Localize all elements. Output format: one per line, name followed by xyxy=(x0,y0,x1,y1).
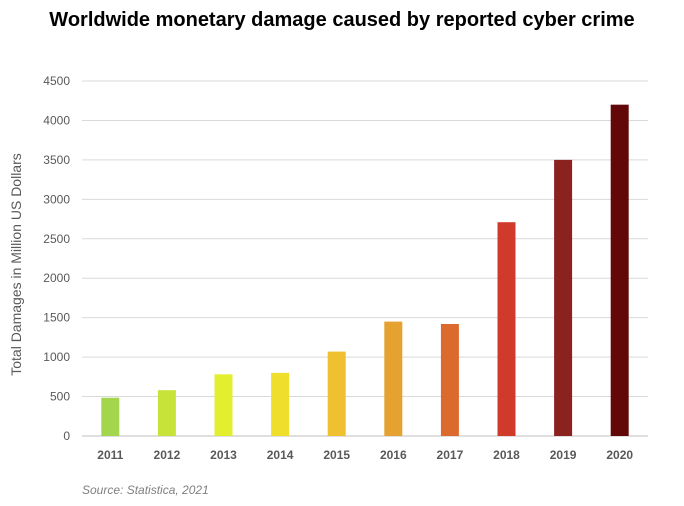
bar-2019 xyxy=(554,159,573,436)
x-tick-label: 2014 xyxy=(267,448,294,462)
y-tick-label: 2000 xyxy=(43,271,70,285)
y-tick-label: 2500 xyxy=(43,232,70,246)
x-tick-label: 2018 xyxy=(493,448,520,462)
x-tick-label: 2011 xyxy=(97,448,123,462)
bars xyxy=(101,104,629,437)
y-tick-label: 0 xyxy=(63,429,70,443)
chart-title: Worldwide monetary damage caused by repo… xyxy=(49,9,635,31)
x-tick-label: 2020 xyxy=(606,448,633,462)
y-tick-label: 1000 xyxy=(43,350,70,364)
y-tick-label: 4000 xyxy=(43,113,70,127)
bar-2012 xyxy=(157,390,176,436)
bar-2016 xyxy=(384,321,403,436)
x-tick-label: 2012 xyxy=(154,448,181,462)
source-note: Source: Statistica, 2021 xyxy=(82,483,209,497)
x-tick-label: 2016 xyxy=(380,448,407,462)
x-tick-label: 2019 xyxy=(550,448,577,462)
bar-2011 xyxy=(101,397,120,436)
bar-2018 xyxy=(497,222,516,436)
y-axis-tick-labels: 0 500 1000 1500 2000 2500 3000 3500 4000 4500 xyxy=(43,74,70,443)
y-tick-label: 1500 xyxy=(43,311,70,325)
x-tick-label: 2017 xyxy=(437,448,464,462)
x-tick-label: 2013 xyxy=(210,448,237,462)
x-axis-tick-labels: 2011 2012 2013 2014 2015 2016 2017 2018 2019 2020 xyxy=(97,448,633,462)
y-tick-label: 4500 xyxy=(43,74,70,88)
y-axis-title: Total Damages in Million US Dollars xyxy=(8,153,24,376)
bar-2014 xyxy=(271,372,290,436)
bar-2015 xyxy=(327,351,346,436)
x-tick-label: 2015 xyxy=(323,448,350,462)
bar-2013 xyxy=(214,374,233,436)
y-tick-label: 3000 xyxy=(43,192,70,206)
bar-2020 xyxy=(610,104,629,437)
bar-2017 xyxy=(440,323,459,436)
y-tick-label: 500 xyxy=(50,390,70,404)
y-tick-label: 3500 xyxy=(43,153,70,167)
gridlines xyxy=(82,80,648,437)
bar-chart: 0 500 1000 1500 2000 2500 3000 3500 4000 4500 201… xyxy=(8,74,648,462)
